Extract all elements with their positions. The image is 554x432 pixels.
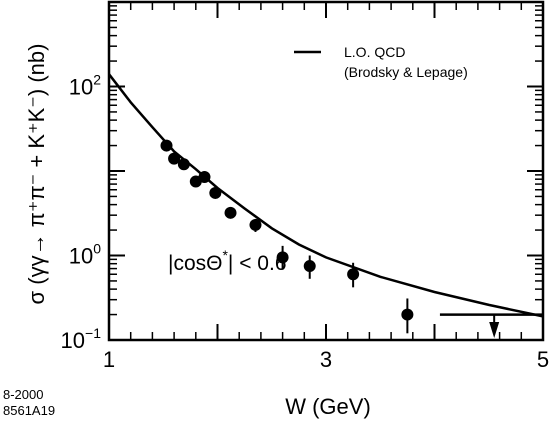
data-point (198, 170, 211, 183)
data-point (209, 186, 222, 199)
footer-code-id: 8561A19 (3, 403, 55, 418)
data-point (347, 268, 360, 281)
data-point (276, 251, 289, 264)
data-point (168, 152, 181, 165)
data-point (160, 139, 173, 152)
x-axis-title: W (GeV) (285, 394, 371, 419)
y-axis-title: σ (γγ→ π⁺π⁻ + K⁺K⁻) (nb) (24, 44, 49, 305)
cut-annotation-sup: * (222, 247, 228, 263)
qcd-curve (108, 73, 544, 318)
data-point (249, 218, 262, 231)
data-point (303, 260, 316, 273)
legend-label-line2: (Brodsky & Lepage) (344, 64, 468, 80)
x-tick-label: 5 (537, 347, 549, 372)
legend-label-line1: L.O. QCD (344, 44, 405, 60)
data-point (401, 308, 414, 321)
y-tick-label: 102 (69, 72, 101, 100)
data-points (160, 139, 414, 334)
legend: L.O. QCD (Brodsky & Lepage) (294, 44, 468, 80)
y-tick-label: 100 (69, 241, 101, 269)
x-tick-label: 1 (103, 347, 115, 372)
x-tick-labels: 1 3 5 (103, 347, 549, 372)
data-point (177, 158, 190, 171)
major-ticks (108, 1, 544, 341)
plot-frame (107, 0, 545, 342)
y-tick-label: 10−1 (61, 325, 102, 353)
x-tick-label: 3 (320, 347, 332, 372)
y-tick-labels: 102 100 10−1 (61, 72, 102, 354)
minor-ticks (108, 2, 544, 340)
upper-limit-arrow-head (489, 322, 500, 338)
cut-annotation-prefix: |cosΘ (168, 252, 222, 275)
data-point (224, 206, 237, 219)
footer-code-date: 8-2000 (3, 387, 43, 402)
upper-limit-marker (439, 313, 543, 338)
cut-annotation-suffix: | < 0.6 (228, 252, 287, 275)
cut-annotation: |cosΘ*| < 0.6 (168, 247, 287, 275)
